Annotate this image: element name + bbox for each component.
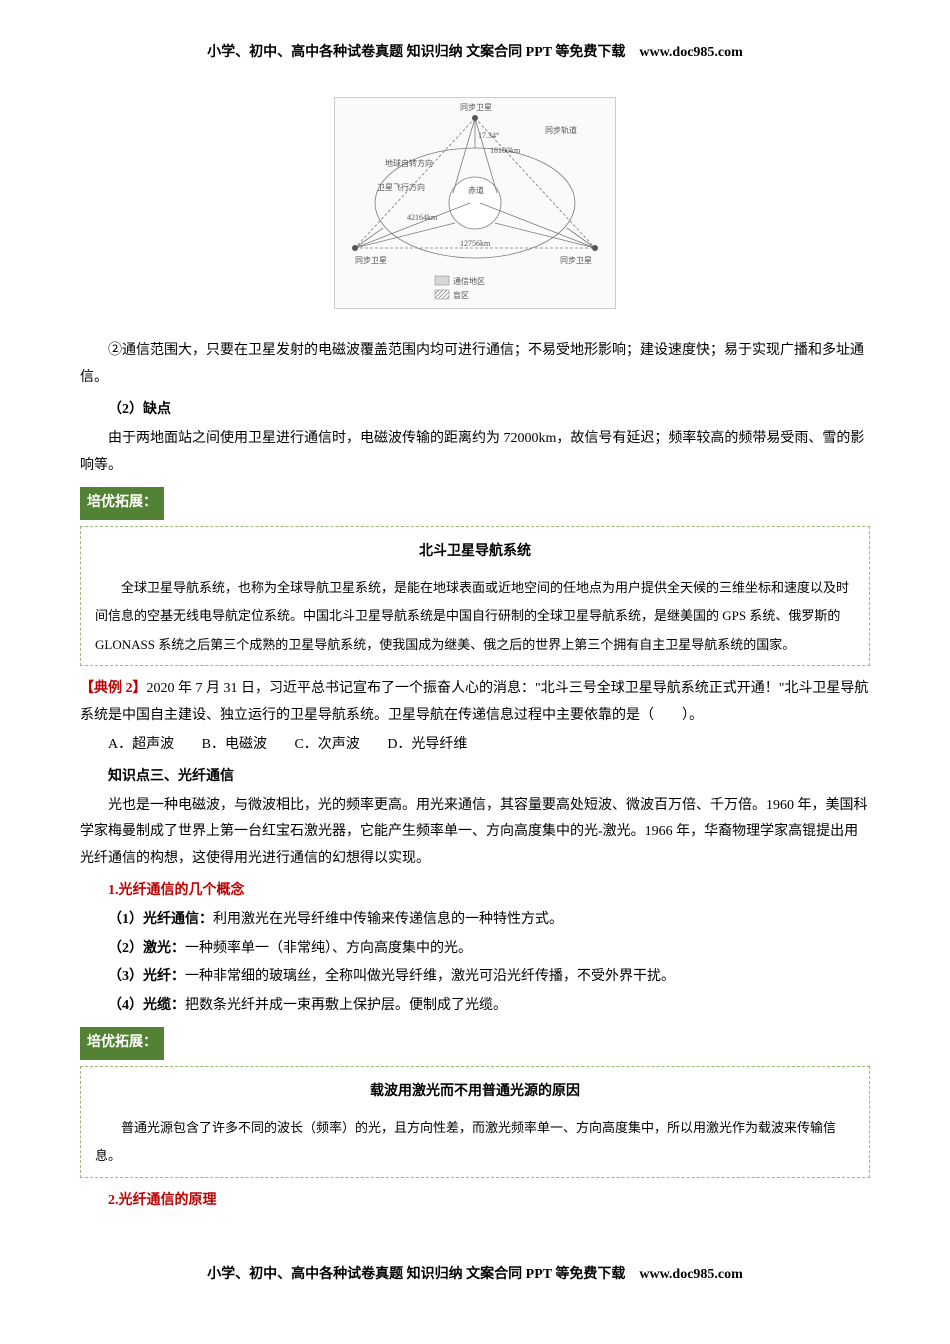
concept-2-label: （2）激光：	[108, 941, 185, 956]
expand-tag-1: 培优拓展：	[80, 487, 164, 520]
concept-2-text: 一种频率单一（非常纯）、方向高度集中的光。	[185, 941, 472, 956]
satellite-diagram-wrap: 同步卫星 同步轨道 17.34° 18100km 地球自转方向 卫星飞行方向 赤…	[80, 97, 870, 319]
header-text-mid: 等免费下载	[552, 45, 640, 60]
para-k3-intro: 光也是一种电磁波，与微波相比，光的频率更高。用光来通信，其容量要高处短波、微波百…	[80, 793, 870, 873]
footer-ppt: PPT	[526, 1267, 552, 1282]
example-2: 【典例 2】2020 年 7 月 31 日，习近平总书记宣布了一个振奋人心的消息…	[80, 676, 870, 729]
diag-label-equator: 赤道	[468, 185, 484, 195]
expand-box-2-title: 载波用激光而不用普通光源的原因	[95, 1077, 855, 1108]
concept-3: （3）光纤：一种非常细的玻璃丝，全称叫做光导纤维，激光可沿光纤传播，不受外界干扰…	[80, 964, 870, 991]
diag-label-orbit: 同步轨道	[545, 125, 577, 135]
expand-tag-1-wrap: 培优拓展：	[80, 487, 870, 520]
concept-4-text: 把数条光纤并成一束再敷上保护层。便制成了光缆。	[185, 998, 507, 1013]
diag-label-top-sat: 同步卫星	[460, 103, 492, 112]
page-footer: 小学、初中、高中各种试卷真题 知识归纳 文案合同 PPT 等免费下载 www.d…	[0, 1262, 950, 1289]
expand-tag-2-wrap: 培优拓展：	[80, 1027, 870, 1060]
diag-label-diag: 42164km	[407, 213, 438, 222]
concept-1-label: （1）光纤通信：	[108, 912, 213, 927]
expand-box-2: 载波用激光而不用普通光源的原因 普通光源包含了许多不同的波长（频率）的光，且方向…	[80, 1066, 870, 1178]
concept-2: （2）激光：一种频率单一（非常纯）、方向高度集中的光。	[80, 936, 870, 963]
diag-label-diameter: 12756km	[460, 239, 491, 248]
para-advantage-2: ②通信范围大，只要在卫星发射的电磁波覆盖范围内均可进行通信；不易受地形影响；建设…	[80, 338, 870, 391]
option-b: B．电磁波	[202, 737, 267, 752]
diag-label-alt: 18100km	[490, 146, 521, 155]
expand-box-1-text: 全球卫星导航系统，也称为全球导航卫星系统，是能在地球表面或近地空间的任地点为用户…	[95, 574, 855, 660]
footer-text-mid: 等免费下载	[552, 1267, 640, 1282]
footer-url: www.doc985.com	[639, 1267, 742, 1282]
diag-label-left-sat: 同步卫星	[355, 256, 387, 265]
header-ppt: PPT	[526, 45, 552, 60]
option-a: A．超声波	[108, 737, 174, 752]
para-disadvantage: 由于两地面站之间使用卫星进行通信时，电磁波传输的距离约为 72000km，故信号…	[80, 426, 870, 479]
diag-legend-b: 盲区	[453, 290, 469, 300]
page-header: 小学、初中、高中各种试卷真题 知识归纳 文案合同 PPT 等免费下载 www.d…	[80, 40, 870, 67]
document-page: 小学、初中、高中各种试卷真题 知识归纳 文案合同 PPT 等免费下载 www.d…	[0, 0, 950, 1344]
option-d: D．光导纤维	[387, 737, 467, 752]
satellite-diagram: 同步卫星 同步轨道 17.34° 18100km 地球自转方向 卫星飞行方向 赤…	[334, 97, 616, 309]
expand-box-1-title: 北斗卫星导航系统	[95, 537, 855, 568]
concept-1: （1）光纤通信：利用激光在光导纤维中传输来传递信息的一种特性方式。	[80, 907, 870, 934]
diag-label-sat-fly: 卫星飞行方向	[377, 182, 425, 192]
heading-principle: 2.光纤通信的原理	[80, 1188, 870, 1215]
example-2-text: 2020 年 7 月 31 日，习近平总书记宣布了一个振奋人心的消息："北斗三号…	[80, 681, 868, 723]
header-text-left: 小学、初中、高中各种试卷真题 知识归纳 文案合同	[207, 45, 526, 60]
expand-box-2-text: 普通光源包含了许多不同的波长（频率）的光，且方向性差，而激光频率单一、方向高度集…	[95, 1114, 855, 1171]
concept-4: （4）光缆：把数条光纤并成一束再敷上保护层。便制成了光缆。	[80, 993, 870, 1020]
example-2-label: 【典例 2】	[80, 681, 147, 696]
concept-3-label: （3）光纤：	[108, 969, 185, 984]
expand-box-1: 北斗卫星导航系统 全球卫星导航系统，也称为全球导航卫星系统，是能在地球表面或近地…	[80, 526, 870, 667]
header-url: www.doc985.com	[639, 45, 742, 60]
satellite-diagram-svg: 同步卫星 同步轨道 17.34° 18100km 地球自转方向 卫星飞行方向 赤…	[335, 98, 615, 308]
diag-label-earth-rot: 地球自转方向	[385, 158, 433, 168]
heading-knowledge-3: 知识点三、光纤通信	[80, 764, 870, 791]
diag-label-right-sat: 同步卫星	[560, 256, 592, 265]
heading-disadvantage: （2）缺点	[80, 397, 870, 424]
diag-legend-a: 通信地区	[453, 276, 485, 286]
diag-label-angle: 17.34°	[478, 131, 499, 140]
expand-tag-2: 培优拓展：	[80, 1027, 164, 1060]
option-c: C．次声波	[294, 737, 359, 752]
example-2-options: A．超声波 B．电磁波 C．次声波 D．光导纤维	[80, 732, 870, 759]
concept-3-text: 一种非常细的玻璃丝，全称叫做光导纤维，激光可沿光纤传播，不受外界干扰。	[185, 969, 675, 984]
footer-text-left: 小学、初中、高中各种试卷真题 知识归纳 文案合同	[207, 1267, 526, 1282]
concept-4-label: （4）光缆：	[108, 998, 185, 1013]
concept-1-text: 利用激光在光导纤维中传输来传递信息的一种特性方式。	[213, 912, 563, 927]
heading-concepts: 1.光纤通信的几个概念	[80, 878, 870, 905]
